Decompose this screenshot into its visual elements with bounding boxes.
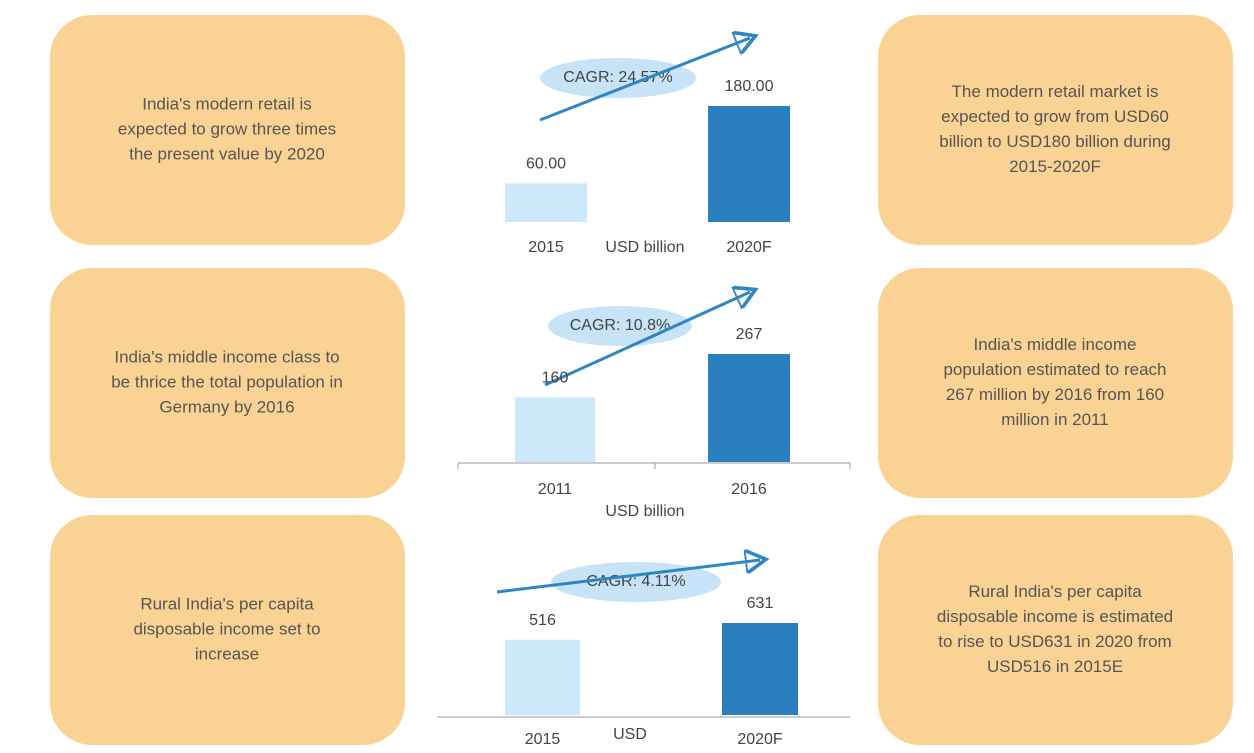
unit-label: USD billion <box>605 239 684 256</box>
x-tick-label: 2015 <box>528 239 564 256</box>
left-box <box>50 515 405 745</box>
value-label: 267 <box>736 326 763 343</box>
right-text: to rise to USD631 in 2020 from <box>938 632 1171 651</box>
unit-label: USD <box>613 726 647 743</box>
value-label: 631 <box>747 595 774 612</box>
annotation-bubble <box>540 58 696 98</box>
left-text: disposable income set to <box>133 619 320 638</box>
value-label: 60.00 <box>526 156 566 173</box>
value-label: 180.00 <box>725 78 774 95</box>
right-text: expected to grow from USD60 <box>941 107 1169 126</box>
bar <box>708 354 790 462</box>
bar <box>515 397 595 462</box>
trend-arrow <box>544 292 750 387</box>
left-text: Germany by 2016 <box>159 397 294 416</box>
value-label: 160 <box>542 369 569 386</box>
left-text: the present value by 2020 <box>129 144 325 163</box>
left-text: Rural India's per capita <box>140 594 314 613</box>
trend-arrow <box>496 560 760 594</box>
bar <box>505 183 587 222</box>
right-text: billion to USD180 billion during <box>939 132 1171 151</box>
right-text: disposable income is estimated <box>937 607 1173 626</box>
right-box <box>878 15 1233 245</box>
left-text: be thrice the total population in <box>111 372 343 391</box>
right-text: USD516 in 2015E <box>987 657 1123 676</box>
left-text: increase <box>195 644 259 663</box>
bar <box>722 623 798 715</box>
left-text: India's middle income class to <box>114 347 339 366</box>
right-box <box>878 515 1233 745</box>
left-text: expected to grow three times <box>118 119 336 138</box>
left-box <box>50 15 405 245</box>
x-tick-label: 2020F <box>726 239 772 256</box>
annotation: CAGR: 10.8% <box>570 317 670 334</box>
trend-arrow <box>539 38 750 122</box>
annotation: CAGR: 24.57% <box>563 69 672 86</box>
right-text: million in 2011 <box>1001 410 1108 429</box>
bar <box>505 639 580 715</box>
value-label: 516 <box>529 612 556 629</box>
right-text: India's middle income <box>974 335 1137 354</box>
right-box <box>878 268 1233 498</box>
x-tick-label: 2011 <box>538 481 573 498</box>
annotation-bubble <box>551 562 721 602</box>
right-text: 2015-2020F <box>1009 157 1101 176</box>
x-tick-label: 2015 <box>525 731 561 748</box>
right-text: The modern retail market is <box>952 82 1159 101</box>
right-text: Rural India's per capita <box>968 582 1142 601</box>
right-text: 267 million by 2016 from 160 <box>946 385 1164 404</box>
x-tick-label: 2016 <box>731 481 767 498</box>
unit-label: USD billion <box>605 503 684 520</box>
left-box <box>50 268 405 498</box>
x-tick-label: 2020F <box>737 731 783 748</box>
bar <box>708 106 790 222</box>
left-text: India's modern retail is <box>142 94 312 113</box>
right-text: population estimated to reach <box>943 360 1166 379</box>
